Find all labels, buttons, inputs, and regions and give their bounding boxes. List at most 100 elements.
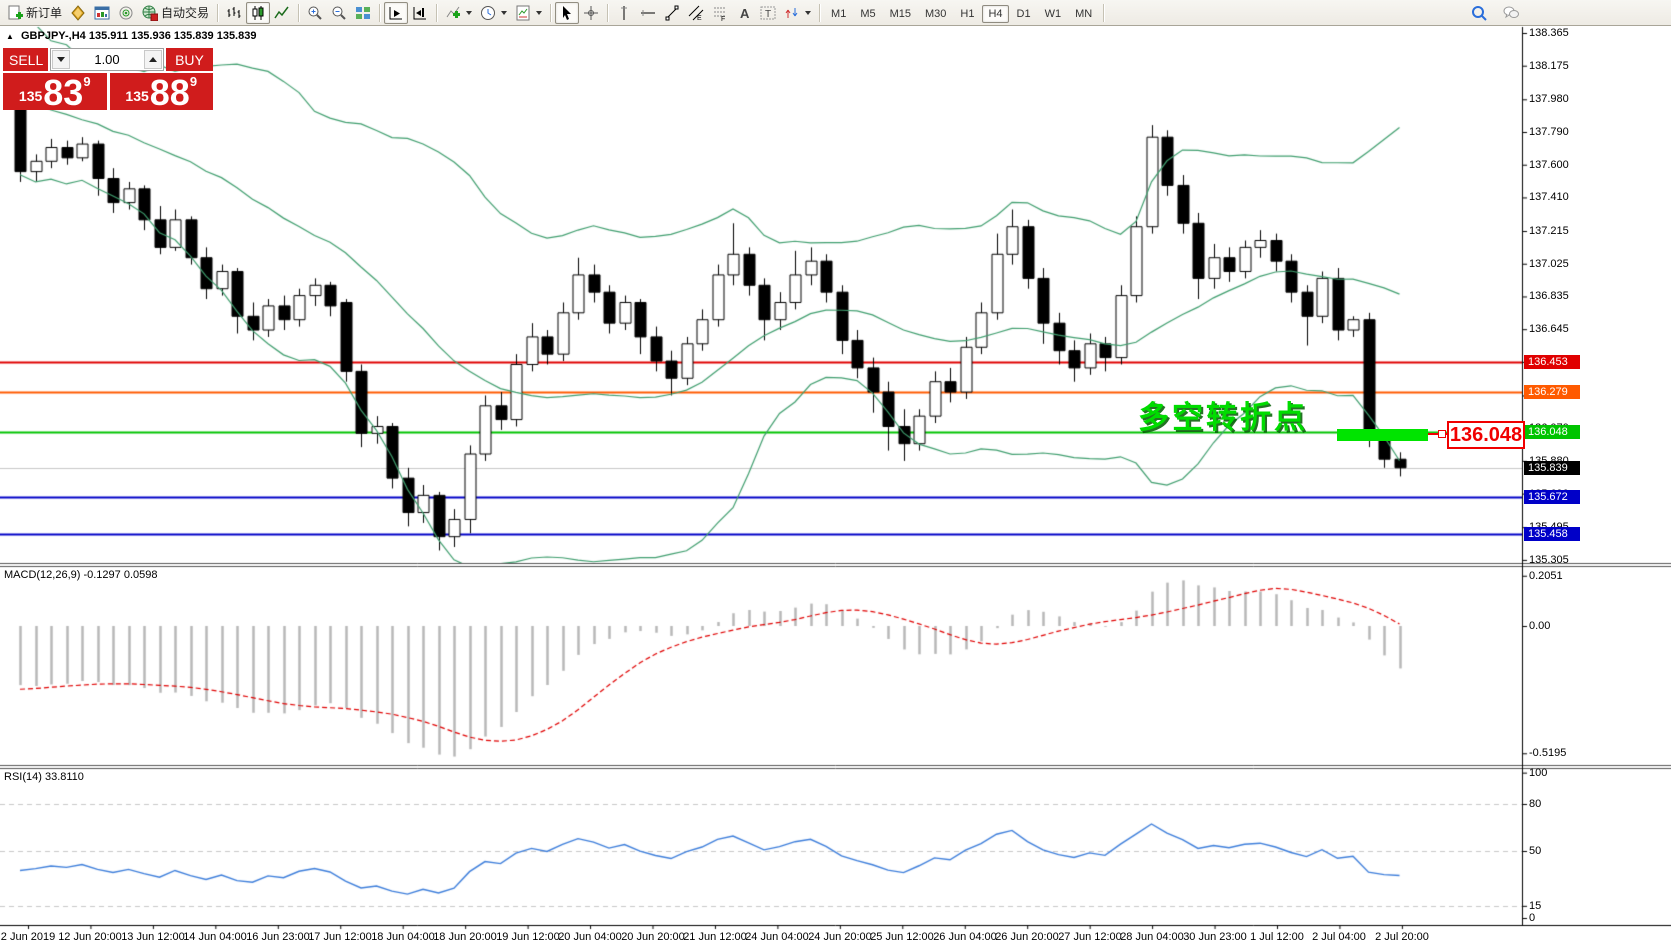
- volume-stepper: [50, 48, 164, 71]
- sell-price-display[interactable]: 135 83 9: [3, 72, 107, 113]
- chart-text-annotation[interactable]: 多空转折点: [1138, 400, 1308, 435]
- equidistant-channel-icon: E: [688, 5, 704, 22]
- channel-button[interactable]: E: [684, 2, 708, 24]
- toolbar: 新订单 自动交易 E F A T M1 M5 M15 M30 H1 H4 D1 W1 MN: [0, 0, 1671, 26]
- timeframe-button-mn[interactable]: MN: [1075, 7, 1093, 20]
- buy-price-pips: 88: [149, 72, 190, 113]
- time-axis-label: 21 Jun 12:00: [683, 931, 747, 943]
- sell-price-figure: 135: [18, 88, 43, 104]
- rsi-label: RSI(14) 33.8110: [4, 771, 84, 783]
- timeframe-button-h1[interactable]: H1: [960, 7, 975, 20]
- navigator-button[interactable]: [114, 2, 138, 24]
- zoom-in-button[interactable]: [303, 2, 327, 24]
- profiles-button[interactable]: [66, 2, 90, 24]
- price-highlight-rectangle[interactable]: [1337, 429, 1428, 441]
- price-axis-label: 138.365: [1529, 27, 1569, 39]
- search-icon: [1471, 5, 1487, 21]
- volume-input[interactable]: [71, 49, 143, 70]
- template-icon: [515, 5, 531, 21]
- chevron-down-icon: [805, 10, 812, 15]
- autotrading-label: 自动交易: [161, 6, 210, 20]
- price-axis-badge: 136.048: [1524, 425, 1580, 439]
- svg-text:T: T: [765, 9, 771, 20]
- timeframe-button-w1[interactable]: W1: [1044, 7, 1062, 20]
- chevron-down-icon: [501, 10, 508, 15]
- timeframe-button-h4[interactable]: H4: [982, 4, 1009, 23]
- time-axis-label: 16 Jun 23:00: [246, 931, 310, 943]
- navigator-icon: [118, 5, 134, 21]
- indicators-button[interactable]: [441, 2, 476, 24]
- time-axis-label: 1 Jul 12:00: [1250, 931, 1304, 943]
- market-watch-icon: [94, 5, 110, 21]
- time-axis-label: 2 Jul 20:00: [1375, 931, 1429, 943]
- market-watch-button[interactable]: [90, 2, 114, 24]
- time-axis-label: 14 Jun 04:00: [183, 931, 247, 943]
- macd-label: MACD(12,26,9) -0.1297 0.0598: [4, 569, 158, 581]
- time-axis-label: 28 Jun 04:00: [1120, 931, 1184, 943]
- timeframe-button-m5[interactable]: M5: [860, 7, 876, 20]
- indicators-icon: [445, 5, 461, 21]
- text-button[interactable]: A: [732, 2, 756, 24]
- price-axis-label: 137.980: [1529, 93, 1569, 106]
- buy-price-pipette: 9: [189, 74, 198, 89]
- sell-button[interactable]: SELL: [3, 48, 48, 71]
- volume-decrease-button[interactable]: [52, 50, 70, 69]
- rsi-axis-label: 80: [1529, 797, 1542, 810]
- price-axis-label: 138.175: [1529, 59, 1569, 72]
- callout-anchor: [1438, 430, 1446, 438]
- candlestick-icon: [250, 5, 266, 21]
- sell-price-pips: 83: [43, 72, 84, 113]
- time-axis-label: 18 Jun 04:00: [371, 931, 435, 943]
- zoom-out-button[interactable]: [327, 2, 351, 24]
- macd-axis-label: 0.2051: [1529, 569, 1563, 582]
- horizontal-line-button[interactable]: [636, 2, 660, 24]
- buy-price-display[interactable]: 135 88 9: [109, 72, 213, 113]
- auto-scroll-button[interactable]: [384, 1, 409, 24]
- price-axis-badge: 135.672: [1524, 490, 1580, 504]
- toolbar-separator: [379, 3, 381, 22]
- line-chart-button[interactable]: [270, 2, 294, 24]
- crosshair-button[interactable]: [579, 2, 603, 24]
- price-callout-box[interactable]: 136.048: [1447, 421, 1525, 449]
- ohlc-values: 135.911 135.936 135.839 135.839: [88, 30, 257, 42]
- buy-button[interactable]: BUY: [166, 48, 213, 71]
- sell-price-pipette: 9: [83, 74, 91, 89]
- time-axis-label: 25 Jun 12:00: [870, 931, 934, 943]
- candlestick-chart-button[interactable]: [246, 1, 271, 24]
- trendline-button[interactable]: [660, 2, 684, 24]
- timeframe-group: M1 M5 M15 M30 H1 H4 D1 W1 MN: [824, 4, 1099, 23]
- chat-button[interactable]: [1499, 2, 1523, 24]
- quote-line: ▲ GBPJPY-,H4 135.911 135.936 135.839 135…: [6, 30, 256, 42]
- svg-text:E: E: [697, 15, 702, 21]
- horizontal-line-icon: [640, 5, 656, 21]
- tile-windows-button[interactable]: [351, 2, 375, 24]
- bar-chart-button[interactable]: [222, 2, 246, 24]
- search-button[interactable]: [1467, 2, 1491, 24]
- periods-button[interactable]: [476, 2, 511, 24]
- time-axis-label: 27 Jun 12:00: [1058, 931, 1122, 943]
- text-label-icon: T: [760, 5, 776, 21]
- line-chart-icon: [274, 5, 290, 21]
- toolbar-separator: [436, 3, 438, 22]
- templates-button[interactable]: [511, 2, 546, 24]
- autotrading-button[interactable]: 自动交易: [138, 2, 213, 24]
- new-order-label: 新订单: [26, 6, 63, 20]
- fibonacci-button[interactable]: F: [708, 2, 732, 24]
- timeframe-button-d1[interactable]: D1: [1016, 7, 1031, 20]
- chart-shift-button[interactable]: [408, 2, 432, 24]
- price-axis-label: 137.600: [1529, 158, 1569, 171]
- text-label-button[interactable]: T: [756, 2, 780, 24]
- timeframe-button-m30[interactable]: M30: [925, 7, 947, 20]
- timeframe-button-m1[interactable]: M1: [831, 7, 847, 20]
- vertical-line-button[interactable]: [612, 2, 636, 24]
- volume-increase-button[interactable]: [144, 50, 162, 69]
- timeframe-button-m15[interactable]: M15: [889, 7, 911, 20]
- time-axis-label: 20 Jun 20:00: [621, 931, 685, 943]
- arrows-button[interactable]: [780, 2, 815, 24]
- time-axis-label: 17 Jun 12:00: [308, 931, 372, 943]
- cursor-button[interactable]: [555, 1, 580, 24]
- price-axis-badge: 135.458: [1524, 527, 1580, 541]
- chevron-down-icon: [466, 10, 473, 15]
- new-order-button[interactable]: 新订单: [3, 2, 66, 24]
